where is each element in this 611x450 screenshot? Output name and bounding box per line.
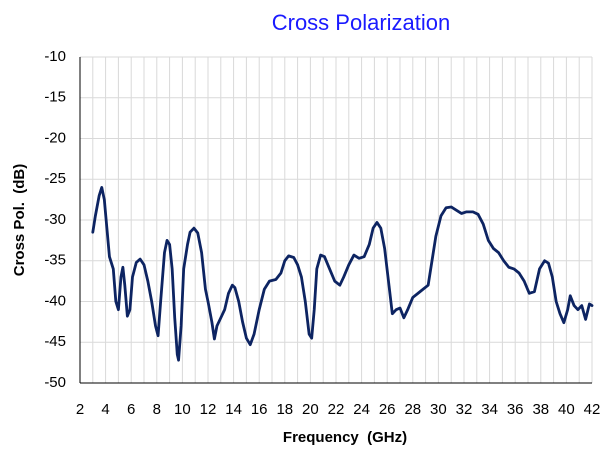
x-tick-label: 38 <box>532 401 549 418</box>
x-tick-label: 8 <box>153 401 161 418</box>
x-tick-label: 18 <box>276 401 293 418</box>
x-tick-label: 10 <box>174 401 191 418</box>
x-tick-label: 12 <box>200 401 217 418</box>
y-tick-label: -40 <box>44 292 66 309</box>
x-tick-label: 24 <box>353 401 370 418</box>
x-tick-label: 36 <box>507 401 524 418</box>
x-tick-label: 2 <box>76 401 84 418</box>
x-tick-label: 40 <box>558 401 575 418</box>
x-tick-label: 22 <box>328 401 345 418</box>
x-tick-label: 4 <box>101 401 109 418</box>
x-axis-label: Frequency (GHz) <box>283 429 407 446</box>
y-tick-label: -20 <box>44 129 66 146</box>
y-tick-label: -50 <box>44 374 66 391</box>
y-tick-label: -10 <box>44 48 66 65</box>
x-tick-label: 14 <box>225 401 242 418</box>
x-tick-label: 26 <box>379 401 396 418</box>
data-line <box>91 186 594 362</box>
x-tick-label: 28 <box>404 401 421 418</box>
y-tick-label: -35 <box>44 252 66 269</box>
y-tick-label: -25 <box>44 170 66 187</box>
x-tick-label: 34 <box>481 401 498 418</box>
x-tick-label: 32 <box>456 401 473 418</box>
y-axis-label: Cross Pol. (dB) <box>11 164 28 277</box>
y-tick-label: -30 <box>44 211 66 228</box>
x-tick-label: 6 <box>127 401 135 418</box>
x-tick-label: 30 <box>430 401 447 418</box>
y-tick-label: -45 <box>44 333 66 350</box>
x-tick-label: 42 <box>584 401 601 418</box>
x-tick-label: 20 <box>302 401 319 418</box>
chart-title: Cross Polarization <box>272 10 451 35</box>
y-tick-label: -15 <box>44 89 66 106</box>
x-tick-label: 16 <box>251 401 268 418</box>
